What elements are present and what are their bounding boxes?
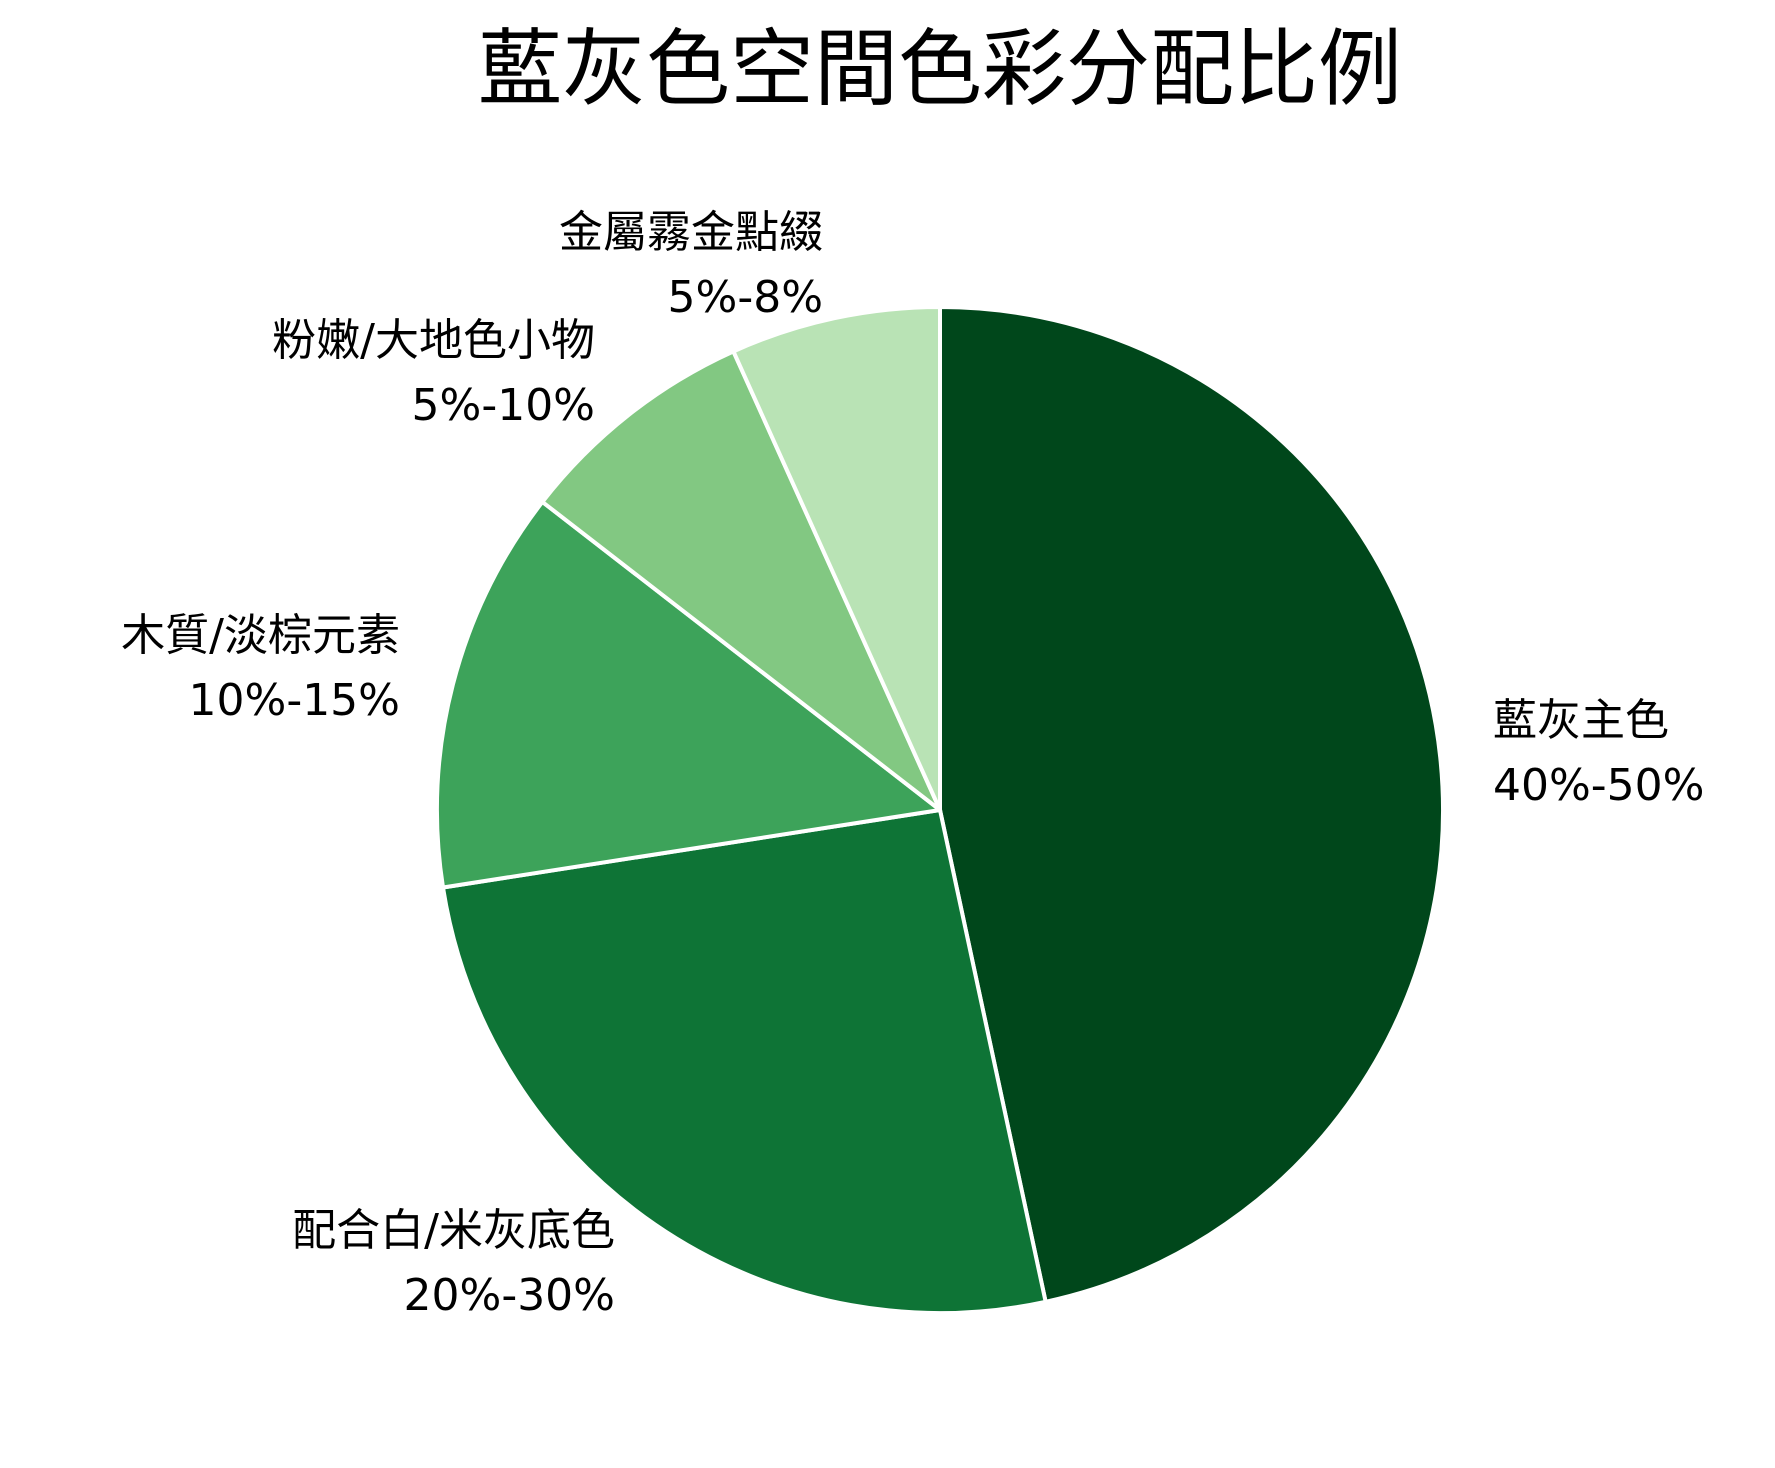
pie-slice-5 [731,305,942,812]
pie-slice-2 [441,808,1048,1315]
pie-slice-4 [540,349,942,812]
slice-range-1: 40%-50% [1493,760,1704,811]
slice-range-3: 10%-15% [189,675,400,726]
slice-label-4: 粉嫩/大地色小物 [272,315,595,366]
slice-label-2: 配合白/米灰底色 [292,1205,615,1256]
slice-range-4: 5%-10% [412,380,595,431]
slice-range-2: 20%-30% [404,1270,615,1321]
pie-slice-3 [435,499,942,890]
slice-label-3: 木質/淡棕元素 [121,610,400,661]
chart-title: 藍灰色空間色彩分配比例 [478,20,1402,118]
slice-range-5: 5%-8% [668,272,823,323]
pie-slices [435,305,1445,1315]
pie-slice-1 [938,305,1445,1304]
slice-label-5: 金屬霧金點綴 [559,207,823,258]
slice-label-1: 藍灰主色 [1493,695,1669,746]
slice-labels: 藍灰主色 40%-50% 配合白/米灰底色 20%-30% 木質/淡棕元素 10%-15%… [121,207,1704,1321]
